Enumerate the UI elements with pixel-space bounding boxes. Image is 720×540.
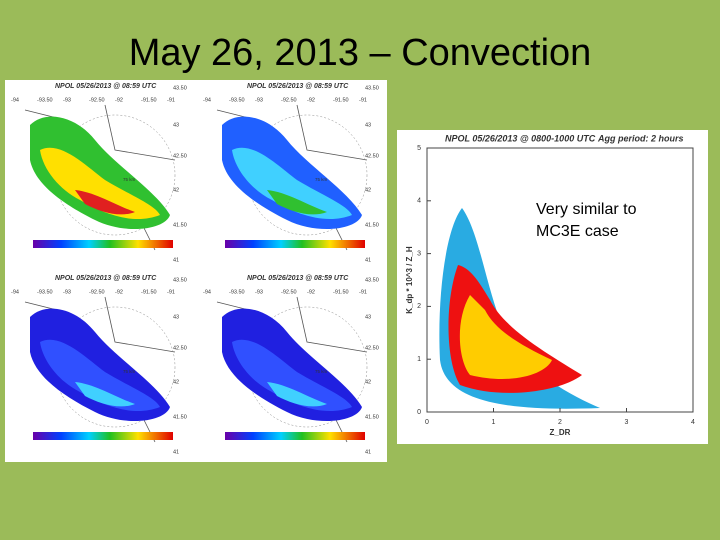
x-tick-label: 4	[691, 419, 695, 426]
contour-inner	[459, 295, 552, 380]
lat-label: 41.50	[173, 222, 187, 228]
annotation-line: Very similar to	[536, 201, 637, 218]
lon-label: -94	[203, 97, 211, 103]
lat-label: 42.50	[173, 345, 187, 351]
x-tick-label: 0	[425, 419, 429, 426]
lat-label: 43.50	[365, 85, 379, 91]
plot-axes: 0 1 2 3 4 0 1 2 3 4 5	[417, 145, 695, 426]
lat-label: 43.50	[365, 277, 379, 283]
lon-label: -91	[167, 289, 175, 295]
lat-label: 43	[365, 314, 371, 320]
lat-label: 41	[365, 257, 371, 263]
lat-label: 42.50	[173, 153, 187, 159]
echo-core	[232, 147, 352, 220]
y-tick-label: 4	[417, 198, 421, 205]
echo-core	[40, 339, 160, 412]
y-tick-label: 5	[417, 145, 421, 152]
range-label: 75 km	[315, 177, 328, 182]
lat-label: 43.50	[173, 277, 187, 283]
color-bar	[225, 240, 365, 248]
lon-label: -92.50	[281, 289, 297, 295]
lat-label: 43.50	[173, 85, 187, 91]
lat-label: 41	[365, 449, 371, 455]
echo-peak	[267, 190, 327, 215]
lon-label: -91.50	[333, 97, 349, 103]
lat-label: 41	[173, 449, 179, 455]
lat-label: 41.50	[365, 414, 379, 420]
lon-label: -91.50	[141, 97, 157, 103]
plot-title: NPOL 05/26/2013 @ 0800-1000 UTC	[445, 133, 596, 143]
range-label: 75 km	[315, 369, 328, 374]
radar-panel: NPOL 05/26/2013 @ 08:59 UTC -94 -93.50 -93 -…	[203, 83, 379, 264]
lon-label: -91.50	[333, 289, 349, 295]
lon-label: -92	[115, 289, 123, 295]
lon-label: -93.50	[229, 289, 245, 295]
lat-label: 42.50	[365, 345, 379, 351]
y-tick-label: 0	[417, 409, 421, 416]
panel-title: NPOL 05/26/2013 @ 08:59 UTC	[247, 275, 349, 282]
lat-label: 42	[173, 187, 179, 193]
lat-label: 41.50	[365, 222, 379, 228]
lon-label: -91	[359, 97, 367, 103]
lon-label: -93	[63, 289, 71, 295]
lon-label: -93.50	[37, 289, 53, 295]
echo-core	[40, 147, 160, 220]
echo-peak	[267, 382, 327, 407]
lon-label: -92.50	[89, 289, 105, 295]
x-tick-label: 1	[492, 419, 496, 426]
lat-label: 42	[173, 379, 179, 385]
lat-label: 42	[365, 187, 371, 193]
lon-label: -92	[307, 289, 315, 295]
lon-label: -94	[11, 289, 19, 295]
lon-label: -93	[63, 97, 71, 103]
radar-panel: NPOL 05/26/2013 @ 08:59 UTC -94 -93.50 -93 -…	[203, 275, 379, 456]
panel-title: NPOL 05/26/2013 @ 08:59 UTC	[247, 83, 349, 90]
lon-label: -92	[115, 97, 123, 103]
echo-peak	[75, 382, 135, 407]
lon-label: -92.50	[281, 97, 297, 103]
lon-label: -94	[203, 289, 211, 295]
color-bar	[33, 240, 173, 248]
x-axis-label: Z_DR	[550, 428, 571, 437]
x-tick-label: 3	[625, 419, 629, 426]
lon-label: -91	[359, 289, 367, 295]
radar-panel: NPOL 05/26/2013 @ 08:59 UTC -94 -93.50 -93 -…	[11, 275, 187, 456]
lon-label: -92	[307, 97, 315, 103]
color-bar	[33, 432, 173, 440]
plot-subtitle: Agg period: 2 hours	[597, 133, 684, 143]
lat-label: 43	[173, 122, 179, 128]
lat-label: 42	[365, 379, 371, 385]
range-label: 75 km	[123, 369, 136, 374]
lon-label: -93.50	[37, 97, 53, 103]
lon-label: -93	[255, 289, 263, 295]
panel-title: NPOL 05/26/2013 @ 08:59 UTC	[55, 83, 157, 90]
lon-label: -93	[255, 97, 263, 103]
lat-label: 43	[173, 314, 179, 320]
lat-label: 42.50	[365, 153, 379, 159]
radar-panels: NPOL 05/26/2013 @ 08:59 UTC -94 -93.50 -93 -…	[11, 83, 379, 456]
y-tick-label: 1	[417, 356, 421, 363]
lon-label: -91	[167, 97, 175, 103]
y-axis-label: K_dp * 10^3 / Z_H	[405, 246, 414, 314]
lat-label: 41.50	[173, 414, 187, 420]
x-tick-label: 2	[558, 419, 562, 426]
lat-label: 41	[173, 257, 179, 263]
annotation-line: MC3E case	[536, 223, 619, 240]
y-tick-label: 3	[417, 250, 421, 257]
panel-title: NPOL 05/26/2013 @ 08:59 UTC	[55, 275, 157, 282]
color-bar	[225, 432, 365, 440]
echo-core	[232, 339, 352, 412]
lon-label: -91.50	[141, 289, 157, 295]
echo-peak	[75, 190, 135, 215]
y-tick-label: 2	[417, 303, 421, 310]
lon-label: -93.50	[229, 97, 245, 103]
lon-label: -94	[11, 97, 19, 103]
radar-panel: NPOL 05/26/2013 @ 08:59 UTC -94 -93.50 -93 -…	[11, 83, 187, 264]
slide-title: May 26, 2013 – Convection	[129, 32, 592, 74]
range-label: 75 km	[123, 177, 136, 182]
lat-label: 43	[365, 122, 371, 128]
lon-label: -92.50	[89, 97, 105, 103]
